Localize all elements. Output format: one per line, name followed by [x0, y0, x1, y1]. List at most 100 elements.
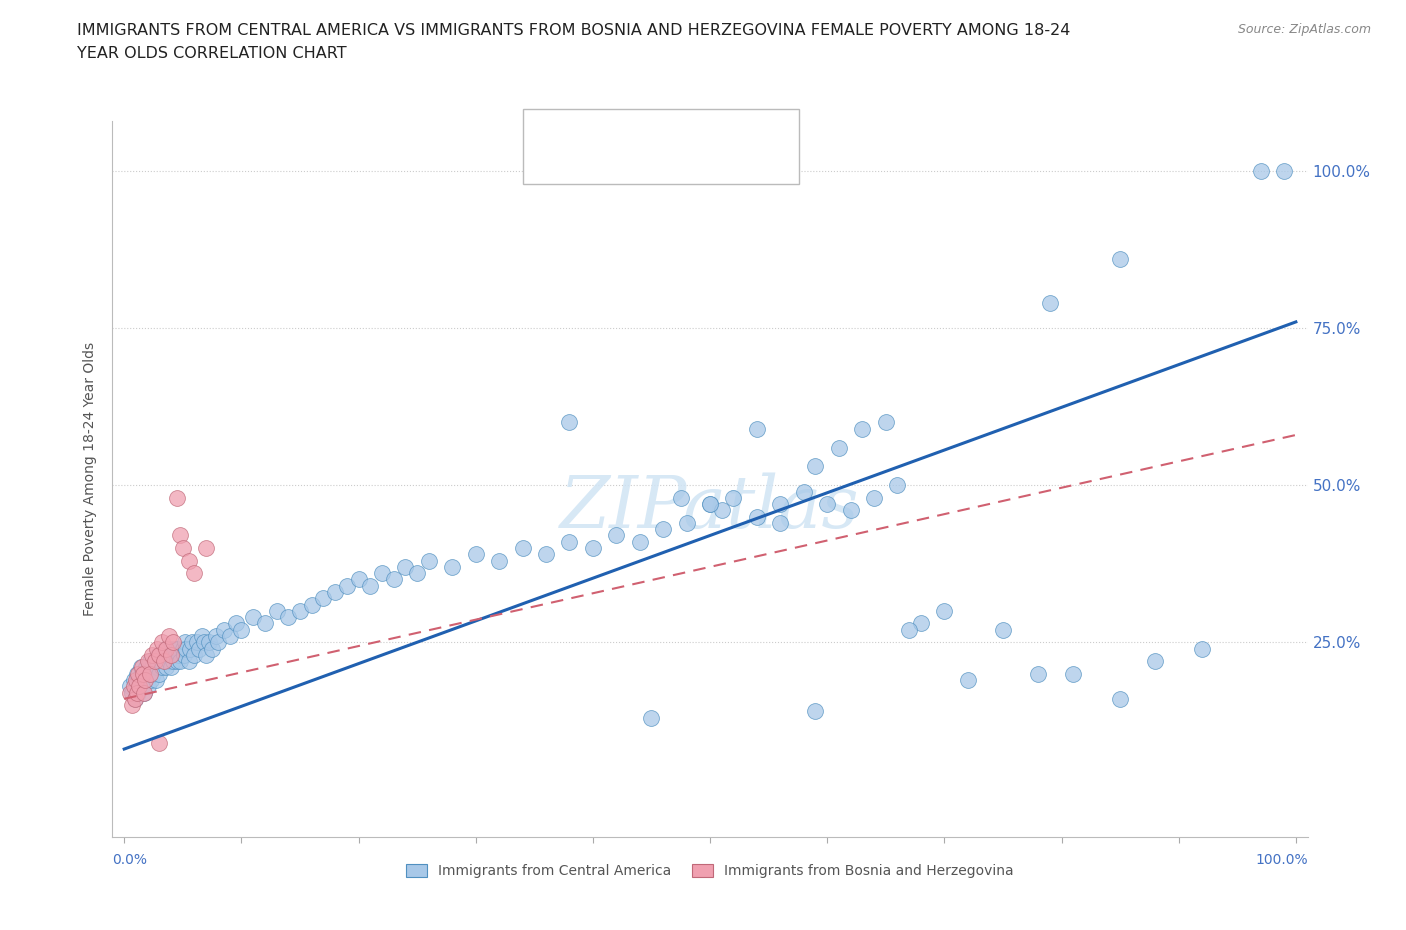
Point	[669, 490, 692, 505]
Point	[121, 698, 143, 712]
Point	[186, 635, 208, 650]
Point	[165, 647, 187, 662]
Point	[138, 666, 160, 681]
Point	[652, 522, 675, 537]
Point	[558, 535, 581, 550]
Point	[863, 490, 886, 505]
Point	[406, 565, 429, 580]
Point	[160, 647, 183, 662]
Point	[558, 415, 581, 430]
Point	[266, 604, 288, 618]
Point	[839, 503, 862, 518]
Point	[394, 560, 416, 575]
Point	[534, 547, 557, 562]
Point	[488, 553, 510, 568]
Point	[148, 647, 170, 662]
Point	[122, 679, 145, 694]
Point	[146, 641, 169, 656]
Point	[183, 647, 205, 662]
Point	[141, 647, 163, 662]
Point	[312, 591, 335, 605]
Point	[675, 515, 697, 530]
Point	[127, 685, 149, 700]
Point	[179, 641, 201, 656]
Point	[804, 704, 827, 719]
Legend: Immigrants from Central America, Immigrants from Bosnia and Herzegovina: Immigrants from Central America, Immigra…	[401, 858, 1019, 883]
Point	[143, 654, 166, 669]
Point	[177, 553, 200, 568]
Point	[162, 635, 184, 650]
Point	[828, 440, 851, 455]
Point	[1109, 252, 1132, 267]
Point	[195, 540, 218, 555]
Point	[359, 578, 381, 593]
Point	[131, 660, 153, 675]
Point	[145, 672, 167, 687]
Point	[157, 629, 180, 644]
Point	[124, 691, 146, 706]
Point	[132, 685, 156, 700]
Point	[169, 647, 191, 662]
Point	[174, 641, 197, 656]
Y-axis label: Female Poverty Among 18-24 Year Olds: Female Poverty Among 18-24 Year Olds	[83, 342, 97, 616]
Point	[150, 635, 173, 650]
Point	[177, 654, 200, 669]
Point	[1250, 164, 1272, 179]
Point	[148, 736, 170, 751]
Point	[127, 685, 149, 700]
Point	[1062, 666, 1084, 681]
Point	[162, 654, 184, 669]
Point	[172, 540, 194, 555]
Point	[582, 540, 605, 555]
Text: 100.0%: 100.0%	[1256, 853, 1308, 867]
Point	[159, 641, 181, 656]
Point	[139, 666, 162, 681]
Point	[190, 629, 212, 644]
Point	[148, 666, 170, 681]
Point	[991, 622, 1014, 637]
Point	[347, 572, 370, 587]
Point	[174, 635, 197, 650]
Point	[934, 604, 956, 618]
Point	[150, 660, 173, 675]
Point	[136, 679, 159, 694]
Point	[143, 654, 166, 669]
Point	[146, 660, 169, 675]
Point	[277, 610, 299, 625]
Point	[157, 654, 180, 669]
Text: R = 0.616   N = 116: R = 0.616 N = 116	[571, 122, 704, 135]
Point	[148, 647, 170, 662]
Point	[172, 641, 194, 656]
Point	[640, 711, 662, 725]
Point	[153, 654, 176, 669]
Point	[142, 666, 165, 681]
Point	[166, 654, 188, 669]
Point	[121, 685, 143, 700]
Point	[153, 654, 176, 669]
Point	[218, 629, 240, 644]
Point	[886, 478, 908, 493]
Text: IMMIGRANTS FROM CENTRAL AMERICA VS IMMIGRANTS FROM BOSNIA AND HERZEGOVINA FEMALE: IMMIGRANTS FROM CENTRAL AMERICA VS IMMIG…	[77, 23, 1071, 38]
Point	[125, 679, 148, 694]
Point	[242, 610, 264, 625]
Text: Source: ZipAtlas.com: Source: ZipAtlas.com	[1237, 23, 1371, 36]
Point	[193, 635, 215, 650]
Point	[139, 654, 162, 669]
Point	[167, 641, 190, 656]
Point	[197, 635, 219, 650]
FancyBboxPatch shape	[523, 109, 799, 184]
Point	[163, 641, 186, 656]
Point	[231, 622, 253, 637]
Point	[128, 679, 150, 694]
Point	[418, 553, 440, 568]
Point	[1191, 641, 1213, 656]
Point	[162, 647, 183, 662]
Point	[155, 660, 177, 675]
Point	[136, 654, 159, 669]
Point	[204, 629, 226, 644]
Point	[441, 560, 464, 575]
Point	[155, 641, 177, 656]
Point	[129, 660, 152, 675]
Point	[155, 641, 177, 656]
Text: 0.0%: 0.0%	[112, 853, 148, 867]
